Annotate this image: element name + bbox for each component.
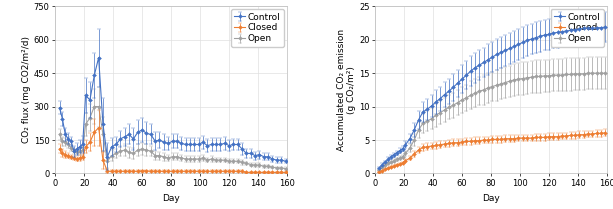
- X-axis label: Day: Day: [482, 194, 500, 203]
- Legend: Control, Closed, Open: Control, Closed, Open: [550, 9, 604, 47]
- Legend: Control, Closed, Open: Control, Closed, Open: [230, 9, 284, 47]
- Y-axis label: CO₂ flux (mg CO2/m²/d): CO₂ flux (mg CO2/m²/d): [22, 36, 31, 143]
- Y-axis label: Accumulated CO₂ emission
(g CO₂/m²): Accumulated CO₂ emission (g CO₂/m²): [337, 29, 356, 151]
- X-axis label: Day: Day: [162, 194, 180, 203]
